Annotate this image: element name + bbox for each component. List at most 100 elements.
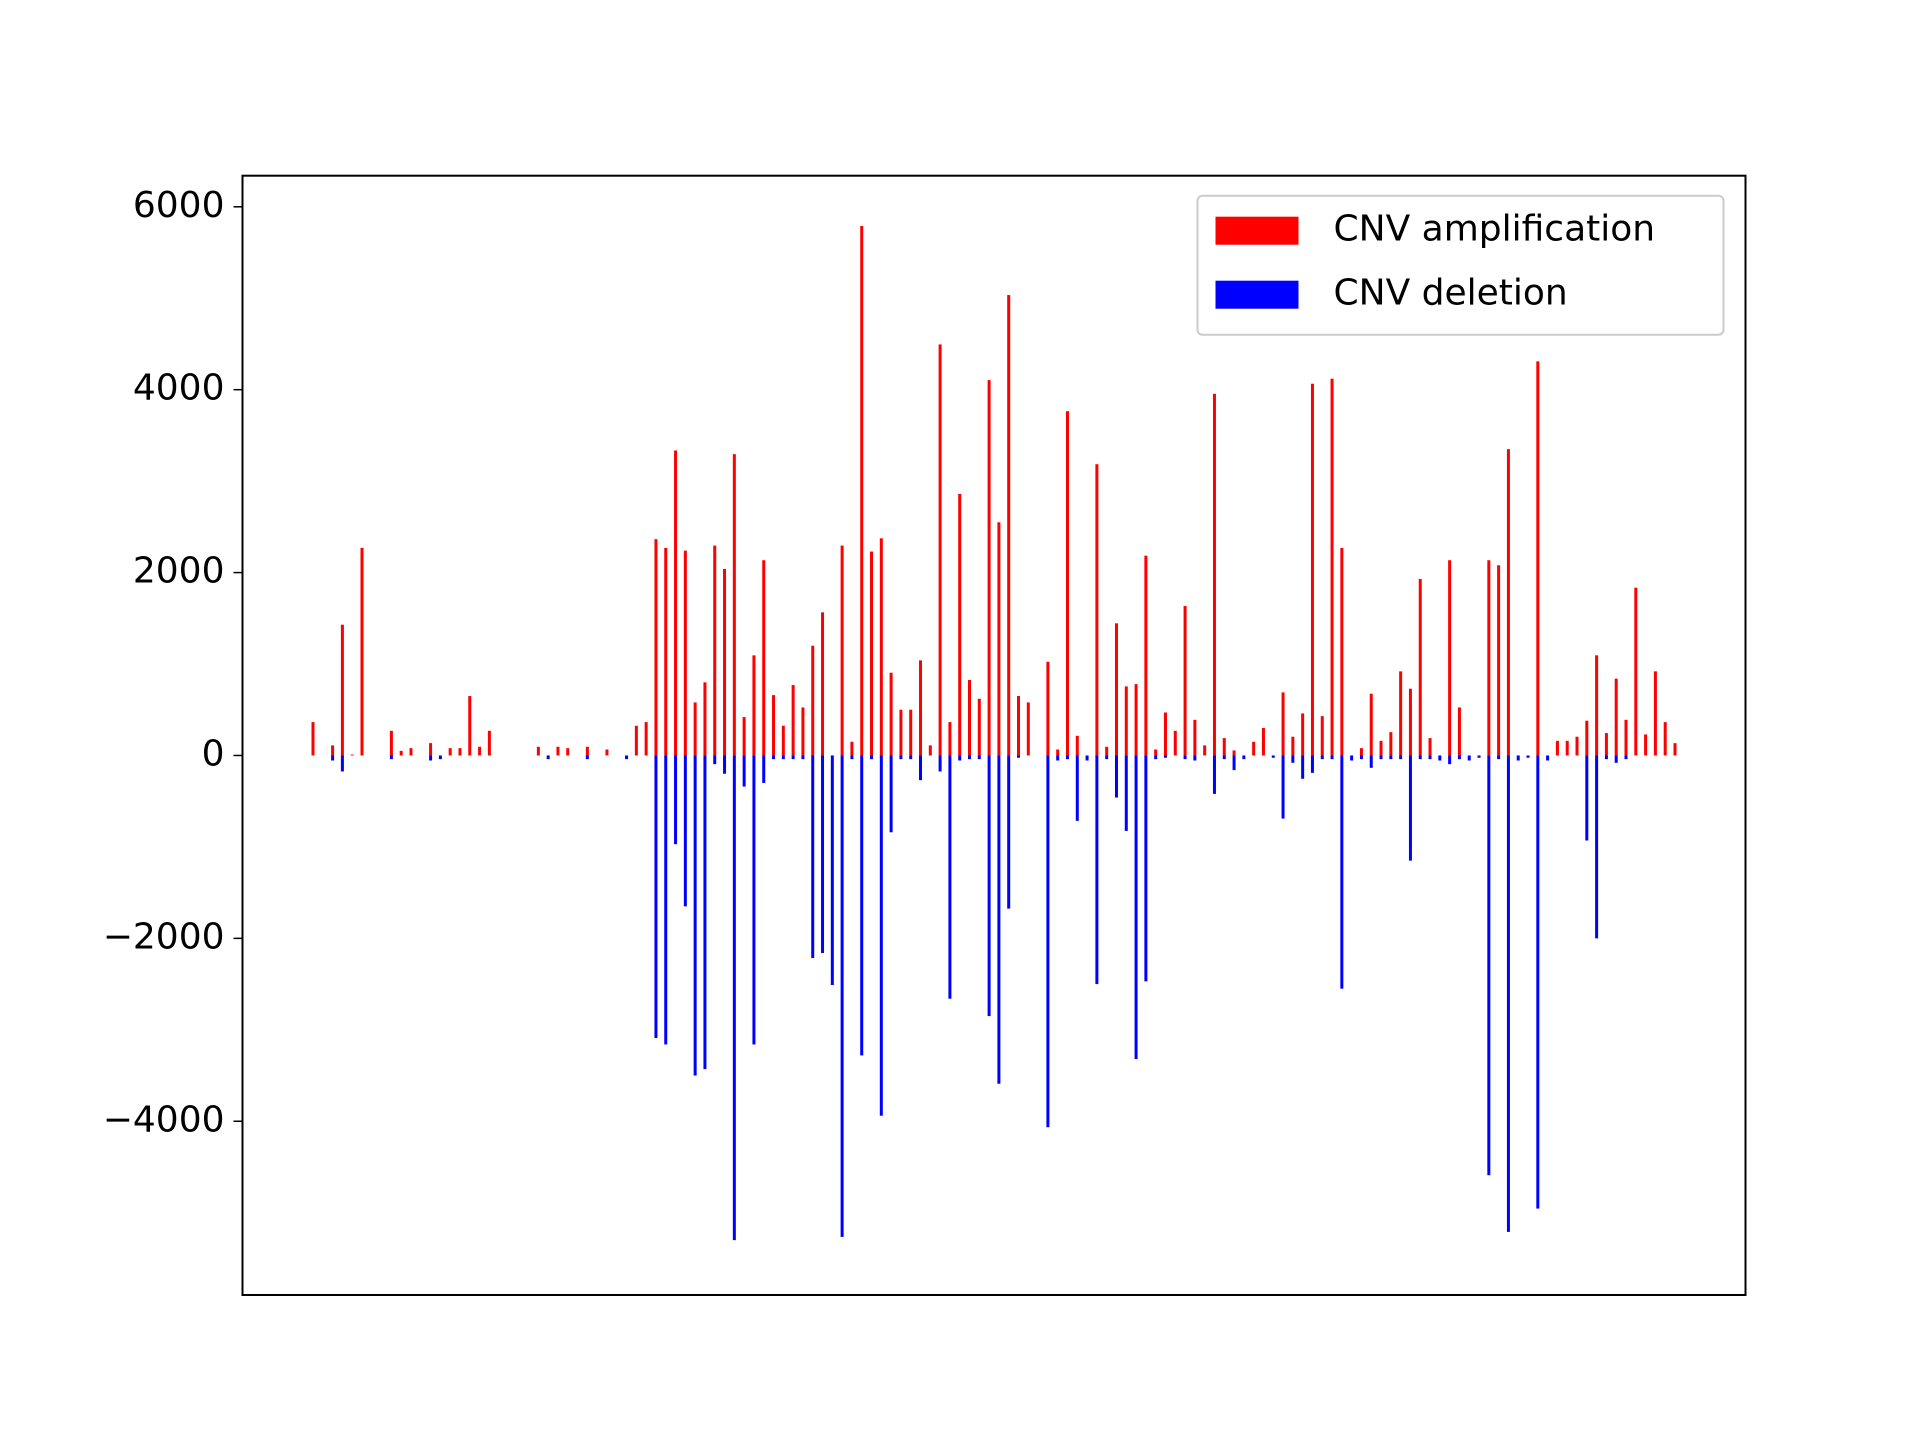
bar (448, 748, 452, 756)
plot-frame (241, 174, 1747, 1297)
bar (1056, 749, 1060, 756)
bar (1016, 696, 1020, 756)
bar (1310, 383, 1314, 756)
bar (1359, 755, 1363, 760)
bar (1144, 755, 1148, 982)
bar (654, 539, 658, 756)
bar (340, 624, 344, 756)
bar (1448, 560, 1452, 756)
bar (928, 745, 932, 756)
bar (634, 725, 638, 756)
bar (331, 745, 335, 756)
bar (350, 754, 354, 756)
bar (1614, 678, 1618, 756)
bar (438, 755, 442, 760)
bar (742, 755, 746, 787)
bar (1408, 688, 1412, 756)
bar (801, 755, 805, 760)
bar (360, 547, 364, 756)
bar (1007, 295, 1011, 756)
bar (1340, 755, 1344, 989)
bar (1585, 755, 1589, 841)
bar (860, 755, 864, 1056)
bar (1212, 393, 1216, 756)
bar (1114, 755, 1118, 798)
bar (1536, 755, 1540, 1209)
bar (1261, 728, 1265, 756)
legend-swatch (1215, 280, 1299, 309)
bar (1085, 755, 1089, 761)
y-tick-label: 0 (202, 733, 225, 774)
bar (1663, 722, 1667, 756)
bar (1330, 755, 1334, 760)
bar (1056, 755, 1060, 761)
bar (987, 755, 991, 1017)
y-tick-label: 6000 (133, 185, 225, 226)
bar (1565, 740, 1569, 756)
bar (1075, 735, 1079, 756)
bar (429, 743, 433, 756)
bar (1232, 755, 1236, 771)
bar (1604, 755, 1608, 760)
bar (487, 730, 491, 756)
bar (644, 722, 648, 756)
y-tick-label: −2000 (103, 916, 225, 957)
bar (468, 696, 472, 756)
bar (1506, 449, 1510, 756)
bar (909, 755, 913, 760)
bar (1105, 755, 1109, 760)
bar (870, 551, 874, 756)
bar (840, 545, 844, 756)
bar (1389, 732, 1393, 756)
bar (879, 755, 883, 1116)
bar (821, 755, 825, 953)
bar (399, 750, 403, 756)
bar (1105, 746, 1109, 756)
legend-label: CNV deletion (1334, 273, 1568, 314)
bar (801, 707, 805, 756)
bar (879, 538, 883, 756)
bar (1065, 411, 1069, 756)
bar (1007, 755, 1011, 909)
bar (791, 755, 795, 760)
bar (1536, 361, 1540, 756)
bar (1457, 755, 1461, 760)
bar (1350, 755, 1354, 761)
bar (1330, 378, 1334, 756)
bar (1281, 692, 1285, 756)
bar (1046, 755, 1050, 1128)
bar (1124, 686, 1128, 756)
bar (772, 755, 776, 760)
bar (1634, 587, 1638, 756)
bar (948, 722, 952, 756)
bar (693, 702, 697, 756)
bar (752, 755, 756, 1045)
bar (703, 682, 707, 756)
bar (860, 225, 864, 756)
bar (1242, 755, 1246, 760)
bar (536, 746, 540, 756)
bar (781, 725, 785, 756)
bar (870, 755, 874, 760)
bar (899, 709, 903, 756)
bar (1614, 755, 1618, 763)
bar (1506, 755, 1510, 1232)
bar (1624, 755, 1628, 760)
bar (723, 755, 727, 774)
bar (821, 612, 825, 756)
bar (840, 755, 844, 1237)
bar (1457, 707, 1461, 756)
bar (899, 755, 903, 760)
bar (1301, 755, 1305, 779)
bar (664, 547, 668, 756)
bar (693, 755, 697, 1076)
bar (1281, 755, 1285, 819)
bar (968, 680, 972, 756)
bar (938, 755, 942, 772)
bar (1448, 755, 1452, 765)
bar (919, 660, 923, 756)
bar (1673, 743, 1677, 756)
bar (1310, 755, 1314, 773)
bar (919, 755, 923, 781)
bar (1624, 719, 1628, 756)
